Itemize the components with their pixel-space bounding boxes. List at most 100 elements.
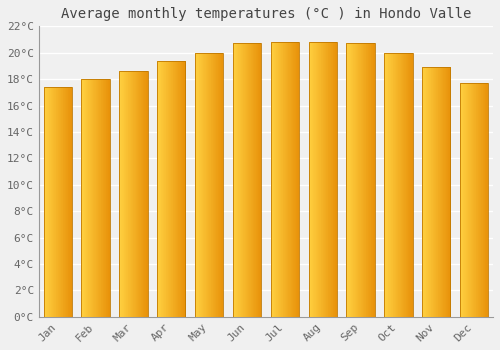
- Bar: [395, 53, 396, 317]
- Bar: [445, 67, 446, 317]
- Bar: [55, 87, 56, 317]
- Bar: [296, 42, 297, 317]
- Bar: [52, 87, 53, 317]
- Bar: [324, 42, 325, 317]
- Bar: [199, 53, 200, 317]
- Bar: [206, 53, 207, 317]
- Bar: [405, 53, 406, 317]
- Bar: [217, 53, 218, 317]
- Bar: [45, 87, 46, 317]
- Bar: [322, 42, 324, 317]
- Bar: [270, 42, 299, 317]
- Bar: [195, 53, 196, 317]
- Bar: [328, 42, 329, 317]
- Bar: [487, 83, 488, 317]
- Bar: [71, 87, 72, 317]
- Bar: [178, 61, 179, 317]
- Bar: [147, 71, 148, 317]
- Bar: [423, 67, 424, 317]
- Bar: [250, 43, 252, 317]
- Bar: [256, 43, 257, 317]
- Bar: [352, 43, 353, 317]
- Bar: [98, 79, 99, 317]
- Bar: [274, 42, 275, 317]
- Bar: [65, 87, 66, 317]
- Bar: [432, 67, 433, 317]
- Bar: [436, 67, 437, 317]
- Bar: [245, 43, 246, 317]
- Bar: [44, 87, 45, 317]
- Bar: [160, 61, 162, 317]
- Bar: [136, 71, 137, 317]
- Bar: [198, 53, 200, 317]
- Bar: [92, 79, 94, 317]
- Title: Average monthly temperatures (°C ) in Hondo Valle: Average monthly temperatures (°C ) in Ho…: [60, 7, 471, 21]
- Bar: [86, 79, 87, 317]
- Bar: [409, 53, 410, 317]
- Bar: [356, 43, 357, 317]
- Bar: [460, 83, 462, 317]
- Bar: [125, 71, 126, 317]
- Bar: [126, 71, 127, 317]
- Bar: [162, 61, 163, 317]
- Bar: [308, 42, 337, 317]
- Bar: [437, 67, 438, 317]
- Bar: [460, 83, 488, 317]
- Bar: [242, 43, 243, 317]
- Bar: [158, 61, 160, 317]
- Bar: [132, 71, 134, 317]
- Bar: [369, 43, 370, 317]
- Bar: [196, 53, 197, 317]
- Bar: [172, 61, 173, 317]
- Bar: [432, 67, 434, 317]
- Bar: [124, 71, 125, 317]
- Bar: [335, 42, 336, 317]
- Bar: [47, 87, 48, 317]
- Bar: [486, 83, 487, 317]
- Bar: [357, 43, 358, 317]
- Bar: [365, 43, 366, 317]
- Bar: [200, 53, 202, 317]
- Bar: [387, 53, 388, 317]
- Bar: [255, 43, 256, 317]
- Bar: [66, 87, 67, 317]
- Bar: [422, 67, 423, 317]
- Bar: [354, 43, 355, 317]
- Bar: [422, 67, 450, 317]
- Bar: [442, 67, 444, 317]
- Bar: [132, 71, 133, 317]
- Bar: [218, 53, 219, 317]
- Bar: [482, 83, 484, 317]
- Bar: [208, 53, 209, 317]
- Bar: [84, 79, 85, 317]
- Bar: [468, 83, 469, 317]
- Bar: [439, 67, 440, 317]
- Bar: [396, 53, 397, 317]
- Bar: [100, 79, 102, 317]
- Bar: [202, 53, 203, 317]
- Bar: [128, 71, 129, 317]
- Bar: [50, 87, 51, 317]
- Bar: [286, 42, 287, 317]
- Bar: [184, 61, 185, 317]
- Bar: [107, 79, 108, 317]
- Bar: [282, 42, 284, 317]
- Bar: [292, 42, 294, 317]
- Bar: [280, 42, 281, 317]
- Bar: [275, 42, 276, 317]
- Bar: [70, 87, 72, 317]
- Bar: [157, 61, 158, 317]
- Bar: [248, 43, 249, 317]
- Bar: [349, 43, 350, 317]
- Bar: [259, 43, 260, 317]
- Bar: [474, 83, 475, 317]
- Bar: [106, 79, 107, 317]
- Bar: [273, 42, 274, 317]
- Bar: [314, 42, 315, 317]
- Bar: [477, 83, 478, 317]
- Bar: [220, 53, 222, 317]
- Bar: [440, 67, 442, 317]
- Bar: [402, 53, 404, 317]
- Bar: [330, 42, 332, 317]
- Bar: [464, 83, 465, 317]
